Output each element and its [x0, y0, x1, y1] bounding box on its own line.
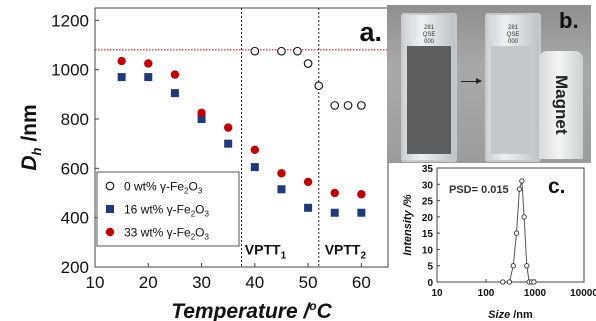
data-point	[223, 123, 233, 132]
legend-entry: 16 wt% γ-Fe2O3	[124, 203, 209, 219]
data-point	[197, 108, 206, 118]
vial-text-line: 281	[423, 25, 434, 31]
data-point	[343, 101, 353, 110]
vial-text-line: 000	[507, 39, 518, 45]
data-point	[330, 208, 339, 217]
data-point	[357, 190, 366, 199]
x-tick-label: 60	[352, 273, 371, 292]
panel-label-b: b.	[559, 8, 579, 33]
data-point	[144, 59, 153, 68]
data-point	[117, 73, 126, 82]
arrow-icon	[461, 78, 482, 84]
data-point	[304, 203, 313, 212]
data-point	[357, 208, 366, 217]
x-tick-label: 50	[299, 273, 318, 292]
y-tick-label: 800	[61, 110, 89, 129]
legend-entry: 33 wt% γ-Fe2O3	[124, 226, 209, 242]
magnet: Magnet	[539, 51, 583, 159]
y-tick-label: 1200	[51, 11, 89, 30]
x-axis-label: Temperature /oC	[171, 299, 332, 321]
data-point	[303, 177, 313, 187]
data-point	[105, 227, 115, 237]
data-point	[170, 89, 179, 98]
vptt-region-label: VPTT1	[245, 242, 287, 262]
y-axis-label: Dh /nm	[18, 104, 44, 170]
vial-text-line: QSE	[422, 32, 436, 38]
vial-text-line: 281	[507, 25, 518, 31]
y-tick-label: 600	[61, 159, 89, 178]
data-point	[330, 188, 339, 198]
data-point	[314, 81, 324, 91]
x-tick-label: 10	[86, 273, 105, 292]
magnet-label: Magnet	[552, 75, 571, 135]
vial-photo-panel: 281 QSE 000 281 QSE 000 Magnet	[387, 5, 591, 163]
data-point	[224, 139, 233, 148]
data-point	[117, 56, 126, 66]
y-tick-label: 400	[61, 209, 89, 228]
vptt-region-label: VPTT2	[325, 242, 367, 262]
legend-entry: 0 wt% γ-Fe2O3	[124, 180, 203, 196]
data-point	[106, 205, 114, 213]
data-point	[250, 163, 259, 172]
data-point	[250, 46, 260, 56]
data-point	[277, 46, 286, 56]
panel-label-a: a.	[359, 17, 382, 47]
data-point	[330, 101, 340, 110]
y-tick-label: 200	[61, 258, 89, 277]
vial-after: 281 QSE 000	[485, 13, 541, 162]
data-point	[277, 169, 286, 178]
vial-liquid-clear	[491, 46, 535, 154]
vial-before: 281 QSE 000	[401, 13, 457, 162]
data-point	[277, 185, 286, 194]
data-point	[357, 101, 366, 110]
y-tick-label: 1000	[51, 61, 89, 80]
x-tick-label: 20	[139, 273, 158, 292]
data-point	[250, 145, 260, 155]
legend-box	[96, 171, 240, 247]
x-tick-label: 30	[192, 273, 211, 292]
vial-text-line: QSE	[506, 32, 520, 38]
data-point	[105, 181, 115, 191]
vial-text-line: 000	[423, 39, 434, 45]
data-point	[293, 46, 302, 56]
data-point	[170, 70, 180, 79]
vial-after-label: 281 QSE 000	[487, 25, 539, 46]
x-tick-label: 40	[245, 273, 264, 292]
data-point	[144, 73, 153, 82]
vial-before-label: 281 QSE 000	[403, 25, 455, 46]
data-point	[197, 115, 206, 123]
vial-liquid-dark	[407, 46, 451, 154]
data-point	[303, 59, 313, 68]
